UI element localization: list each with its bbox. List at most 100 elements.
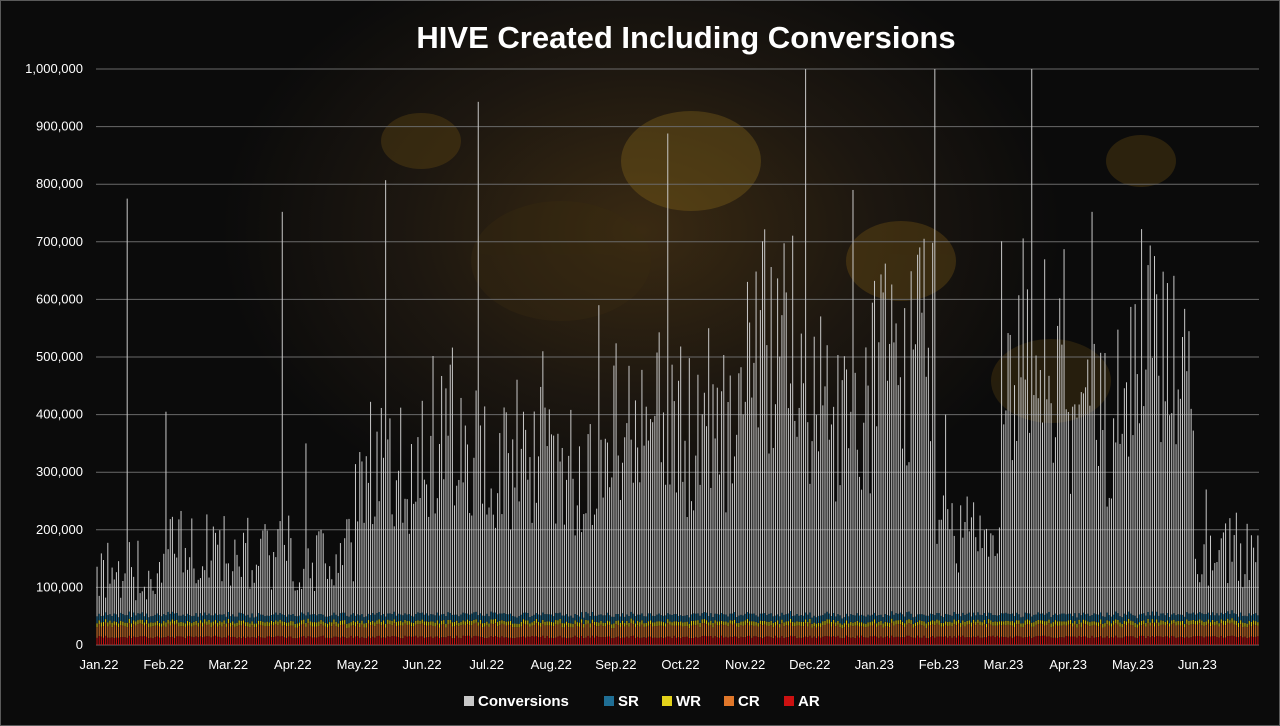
bar-ar bbox=[731, 636, 733, 645]
bar-ar bbox=[1184, 637, 1186, 645]
bar-ar bbox=[658, 637, 660, 645]
bar-wr bbox=[992, 621, 994, 626]
bar-conversions bbox=[678, 380, 680, 616]
bar-cr bbox=[568, 627, 570, 638]
bar-cr bbox=[1089, 626, 1091, 638]
bar-sr bbox=[613, 616, 615, 624]
bar-sr bbox=[697, 613, 699, 621]
bar-conversions bbox=[662, 412, 664, 616]
bar-conversions bbox=[264, 524, 266, 617]
bar-cr bbox=[914, 626, 916, 638]
bar-conversions bbox=[494, 527, 496, 613]
bar-wr bbox=[874, 619, 876, 624]
bar-ar bbox=[301, 636, 303, 645]
bar-sr bbox=[654, 616, 656, 623]
bar-ar bbox=[460, 638, 462, 645]
bar-ar bbox=[1039, 636, 1041, 645]
bar-sr bbox=[660, 615, 662, 622]
bar-wr bbox=[531, 622, 533, 626]
bar-sr bbox=[477, 615, 479, 623]
bar-wr bbox=[970, 622, 972, 627]
bar-wr bbox=[656, 621, 658, 627]
bar-sr bbox=[628, 616, 630, 623]
bar-wr bbox=[400, 620, 402, 626]
bar-sr bbox=[249, 617, 251, 624]
bar-cr bbox=[904, 626, 906, 638]
bar-sr bbox=[555, 612, 557, 621]
bar-wr bbox=[934, 621, 936, 626]
bar-sr bbox=[682, 616, 684, 623]
bar-sr bbox=[996, 615, 998, 622]
bar-ar bbox=[1001, 636, 1003, 645]
bar-sr bbox=[120, 612, 122, 621]
bar-conversions bbox=[624, 437, 626, 617]
bar-conversions bbox=[1190, 408, 1192, 614]
bar-sr bbox=[432, 614, 434, 622]
bar-wr bbox=[994, 621, 996, 626]
bar-conversions bbox=[438, 443, 440, 616]
bar-cr bbox=[583, 627, 585, 639]
bar-wr bbox=[303, 619, 305, 624]
bar-sr bbox=[294, 615, 296, 624]
bar-wr bbox=[841, 624, 843, 629]
bar-wr bbox=[236, 622, 238, 627]
background-art bbox=[381, 111, 1176, 423]
bar-conversions bbox=[699, 484, 701, 616]
bar-sr bbox=[680, 615, 682, 622]
bar-cr bbox=[609, 625, 611, 637]
bar-cr bbox=[393, 623, 395, 637]
bar-wr bbox=[1042, 620, 1044, 625]
bar-conversions bbox=[622, 462, 624, 614]
bar-cr bbox=[432, 625, 434, 638]
bar-ar bbox=[1033, 636, 1035, 645]
bar-conversions bbox=[331, 579, 333, 616]
bar-sr bbox=[350, 614, 352, 623]
bar-conversions bbox=[158, 561, 160, 616]
bar-conversions bbox=[917, 254, 919, 615]
bar-ar bbox=[1151, 636, 1153, 645]
bar-ar bbox=[428, 637, 430, 645]
bar-sr bbox=[290, 614, 292, 622]
bar-wr bbox=[1024, 620, 1026, 625]
bar-wr bbox=[736, 623, 738, 627]
bar-cr bbox=[1046, 624, 1048, 637]
bar-ar bbox=[258, 636, 260, 645]
bar-wr bbox=[563, 623, 565, 628]
bar-ar bbox=[1106, 636, 1108, 645]
bar-conversions bbox=[815, 414, 817, 618]
bar-ar bbox=[934, 637, 936, 645]
bar-ar bbox=[492, 636, 494, 645]
bar-ar bbox=[522, 636, 524, 645]
bar-sr bbox=[675, 614, 677, 622]
bar-wr bbox=[169, 621, 171, 626]
bar-cr bbox=[1052, 626, 1054, 638]
bar-ar bbox=[102, 637, 104, 645]
bar-cr bbox=[275, 624, 277, 637]
bar-wr bbox=[378, 619, 380, 624]
bar-sr bbox=[359, 615, 361, 624]
bar-wr bbox=[818, 622, 820, 627]
bar-ar bbox=[210, 637, 212, 645]
bar-conversions bbox=[742, 414, 744, 616]
bar-sr bbox=[1104, 616, 1106, 624]
bar-ar bbox=[326, 637, 328, 645]
bar-cr bbox=[350, 625, 352, 636]
bar-conversions bbox=[370, 401, 372, 616]
bar-conversions bbox=[751, 397, 753, 614]
bar-wr bbox=[359, 623, 361, 627]
bar-ar bbox=[968, 637, 970, 645]
bar-conversions bbox=[645, 406, 647, 617]
bar-wr bbox=[951, 622, 953, 627]
bar-cr bbox=[932, 624, 934, 637]
bar-wr bbox=[703, 619, 705, 624]
bar-sr bbox=[886, 615, 888, 623]
bar-sr bbox=[783, 614, 785, 623]
bar-conversions bbox=[542, 351, 544, 613]
bar-conversions bbox=[348, 518, 350, 617]
bar-conversions bbox=[126, 198, 128, 616]
bar-wr bbox=[266, 621, 268, 626]
bar-wr bbox=[774, 621, 776, 626]
bar-conversions bbox=[966, 496, 968, 614]
bar-cr bbox=[794, 626, 796, 637]
bar-conversions bbox=[1257, 535, 1259, 616]
